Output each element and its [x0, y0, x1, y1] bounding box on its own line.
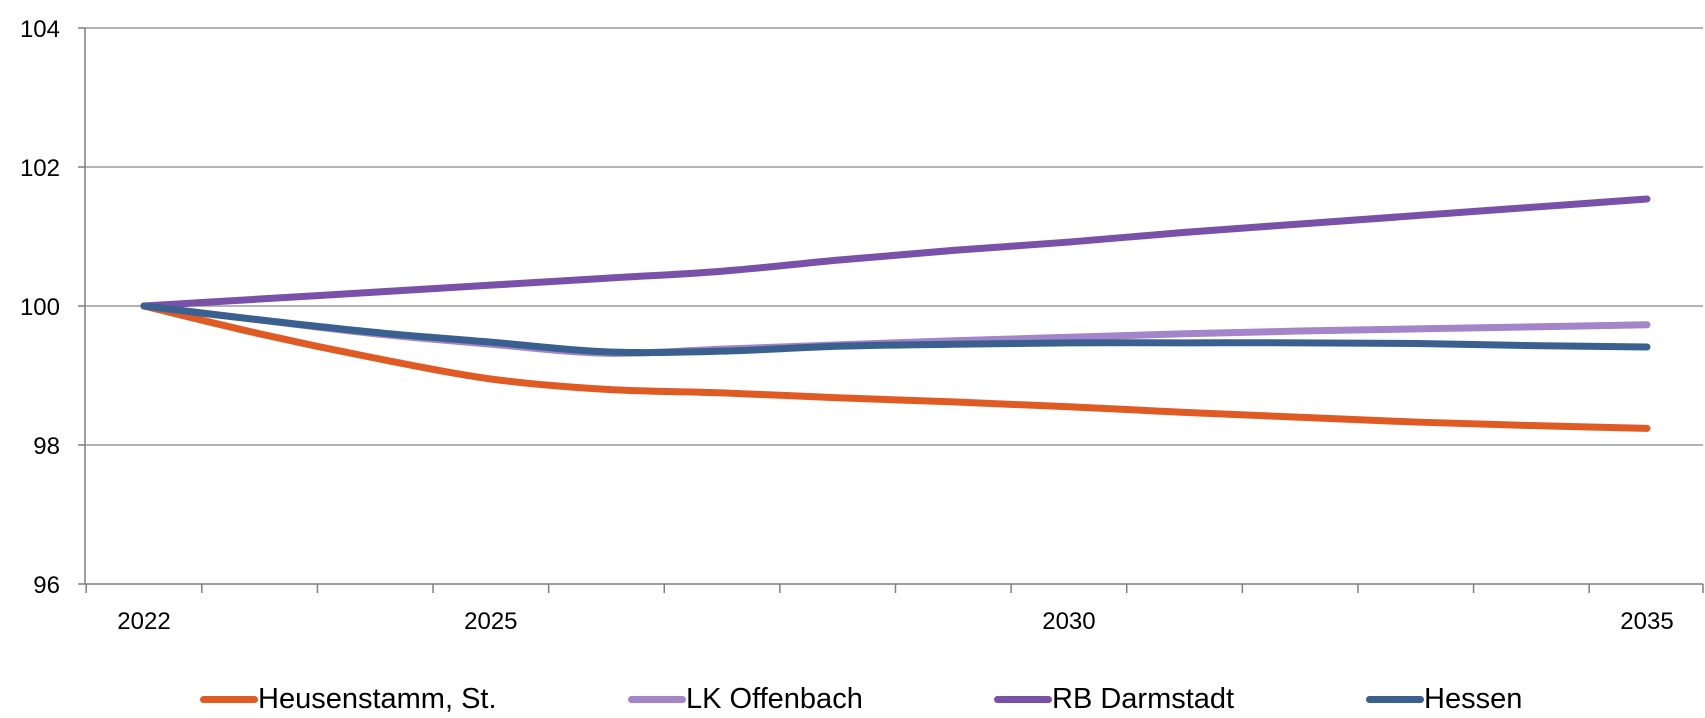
series-line-rb-darmstadt — [140, 195, 1651, 310]
line-chart: 96 98 100 102 104 2022 2025 2030 2035 — [20, 16, 1704, 635]
x-tick-label: 2035 — [1620, 608, 1673, 635]
legend-item-rb-darmstadt: RB Darmstadt — [994, 680, 1234, 718]
legend-item-hessen: Hessen — [1366, 680, 1522, 718]
x-axis-ticks: 2022 2025 2030 2035 — [85, 584, 1704, 635]
legend-label: Hessen — [1424, 682, 1523, 715]
y-tick-label: 98 — [33, 433, 60, 460]
legend-item-lk-offenbach: LK Offenbach — [628, 680, 863, 718]
series-line-heusenstamm-st — [140, 302, 1651, 432]
gridlines — [85, 27, 1703, 446]
y-tick-label: 104 — [20, 16, 60, 43]
series-lines — [140, 195, 1651, 432]
series-line-hessen — [140, 302, 1651, 357]
y-tick-label: 100 — [20, 294, 60, 321]
legend-item-heusenstamm-st: Heusenstamm, St. — [200, 680, 497, 718]
y-axis-ticks: 96 98 100 102 104 — [20, 16, 85, 599]
x-tick-label: 2022 — [117, 608, 170, 635]
legend-swatch — [200, 695, 258, 703]
legend-label: RB Darmstadt — [1052, 682, 1235, 715]
y-tick-label: 96 — [33, 572, 60, 599]
y-tick-label: 102 — [20, 155, 60, 182]
legend-label: LK Offenbach — [686, 682, 863, 715]
legend-swatch — [1366, 695, 1424, 703]
x-tick-label: 2025 — [464, 608, 517, 635]
legend-swatch — [628, 695, 686, 703]
chart-legend: Heusenstamm, St. LK Offenbach RB Darmstadt… — [0, 680, 1705, 718]
legend-label: Heusenstamm, St. — [258, 682, 497, 715]
legend-swatch — [994, 695, 1052, 703]
x-tick-label: 2030 — [1042, 608, 1095, 635]
